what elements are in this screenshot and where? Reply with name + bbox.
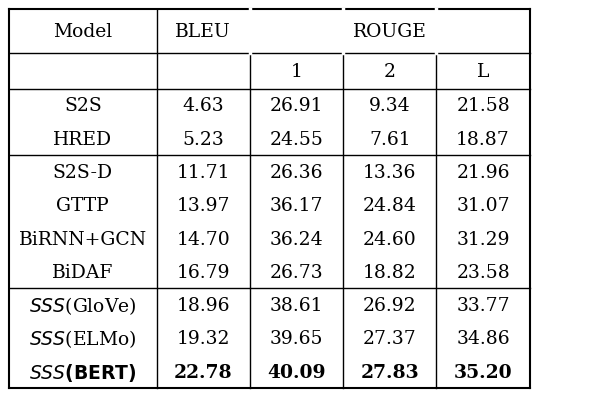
Text: BiDAF: BiDAF [52,263,113,281]
Text: GTTP: GTTP [57,197,109,215]
Text: $\mathit{SSS}$(ELMo): $\mathit{SSS}$(ELMo) [29,328,137,350]
Text: $\mathit{SSS}$$\mathbf{(BERT)}$: $\mathit{SSS}$$\mathbf{(BERT)}$ [29,361,137,383]
Text: 11.71: 11.71 [176,164,230,181]
Text: 38.61: 38.61 [270,296,323,314]
Text: 18.96: 18.96 [176,296,230,314]
Text: 21.96: 21.96 [456,164,510,181]
Text: 21.58: 21.58 [456,97,510,115]
Text: 18.82: 18.82 [363,263,417,281]
Text: S2S: S2S [64,97,102,115]
Text: 23.58: 23.58 [456,263,510,281]
Text: 2: 2 [384,63,396,81]
Text: BLEU: BLEU [175,23,231,41]
Text: L: L [477,63,489,81]
Text: 26.73: 26.73 [270,263,323,281]
Text: HRED: HRED [53,130,113,148]
Text: 18.87: 18.87 [456,130,510,148]
Text: 31.29: 31.29 [456,230,510,248]
Text: 33.77: 33.77 [456,296,510,314]
Text: Model: Model [53,23,113,41]
Text: 22.78: 22.78 [174,363,232,381]
Text: 40.09: 40.09 [267,363,326,381]
Text: 39.65: 39.65 [270,330,323,347]
Text: 36.24: 36.24 [270,230,323,248]
Text: 26.91: 26.91 [270,97,323,115]
Text: 13.36: 13.36 [363,164,417,181]
Text: 4.63: 4.63 [182,97,224,115]
Text: BiRNN+GCN: BiRNN+GCN [19,230,147,248]
Text: 35.20: 35.20 [454,363,512,381]
Text: 1: 1 [291,63,302,81]
Text: 26.36: 26.36 [270,164,323,181]
Text: 5.23: 5.23 [182,130,224,148]
Text: 24.55: 24.55 [270,130,323,148]
Text: 13.97: 13.97 [176,197,230,215]
Text: $\mathit{SSS}$(GloVe): $\mathit{SSS}$(GloVe) [29,294,137,316]
Text: 34.86: 34.86 [456,330,510,347]
Text: 9.34: 9.34 [369,97,411,115]
Text: 31.07: 31.07 [456,197,510,215]
Text: 27.37: 27.37 [363,330,417,347]
Text: 14.70: 14.70 [176,230,230,248]
Text: 27.83: 27.83 [361,363,419,381]
Text: 26.92: 26.92 [363,296,417,314]
Text: 7.61: 7.61 [369,130,411,148]
Text: 19.32: 19.32 [176,330,230,347]
Text: 16.79: 16.79 [176,263,230,281]
Text: S2S-D: S2S-D [53,164,113,181]
Text: 24.84: 24.84 [363,197,417,215]
Text: 36.17: 36.17 [270,197,323,215]
Text: 24.60: 24.60 [363,230,417,248]
Text: ROUGE: ROUGE [353,23,427,41]
